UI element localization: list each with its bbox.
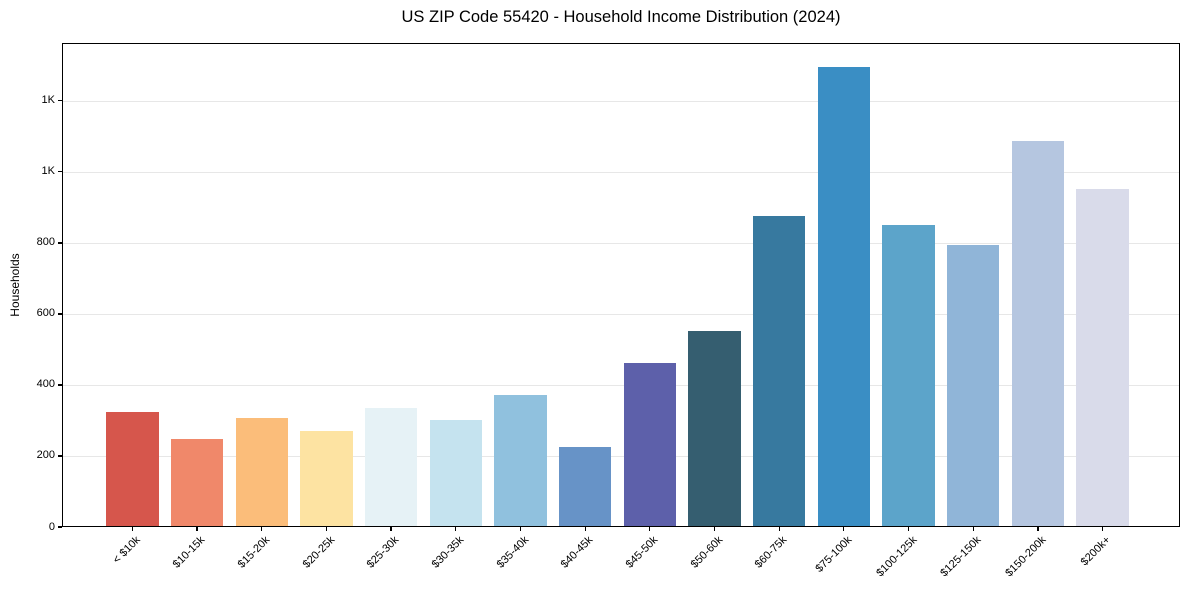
y-tick-label: 800	[36, 236, 55, 249]
y-tick-label: 0	[48, 520, 55, 533]
x-tick-label: < $10k	[110, 534, 143, 567]
x-tick-mark	[519, 527, 522, 531]
x-tick-label: $50-60k	[688, 534, 726, 571]
x-tick-label: $35-40k	[494, 534, 531, 571]
x-tick-label: $200k+	[1078, 534, 1114, 569]
x-tick-mark	[455, 527, 457, 531]
x-tick-label: $40-45k	[559, 534, 596, 571]
chart-title: US ZIP Code 55420 - Household Income Dis…	[401, 8, 841, 26]
bar-slot	[618, 43, 683, 527]
x-tick-mark	[649, 527, 651, 531]
x-tick-label: $10-15k	[170, 534, 208, 571]
bar	[494, 394, 547, 527]
bar-slot	[747, 43, 812, 527]
bar	[106, 411, 159, 527]
bar	[235, 418, 288, 527]
bar	[364, 408, 418, 527]
x-tick-label: $60-75k	[753, 534, 790, 571]
x-tick-mark	[131, 527, 133, 531]
y-tick-mark	[58, 455, 62, 457]
y-tick-mark	[58, 384, 62, 386]
bar	[1011, 141, 1065, 527]
x-tick-label: $30-35k	[429, 534, 467, 571]
bar	[429, 420, 482, 527]
y-tick-label: 1K	[41, 94, 55, 107]
bar-slot	[294, 43, 359, 527]
x-tick-label: $25-30k	[364, 534, 402, 571]
x-tick-mark	[584, 527, 586, 531]
x-tick-label: $45-50k	[623, 534, 661, 571]
x-tick-label: $125-150k	[938, 534, 984, 580]
x-tick-mark	[778, 527, 780, 531]
bar	[1076, 188, 1129, 527]
x-tick-mark	[1102, 527, 1104, 531]
bar-slot	[876, 43, 941, 527]
bar-slot	[941, 43, 1006, 527]
x-tick-mark	[972, 527, 974, 531]
y-tick-label: 200	[36, 449, 55, 462]
x-tick-mark	[907, 527, 910, 531]
y-gridline	[62, 313, 1180, 315]
bar-slot	[423, 43, 488, 527]
y-tick-mark	[58, 242, 62, 244]
bar	[947, 245, 1000, 527]
bar	[623, 362, 677, 527]
bar-slot	[682, 43, 747, 527]
bars-container	[100, 43, 1135, 527]
x-tick-label: $150-200k	[1003, 534, 1049, 580]
bar-slot	[165, 43, 230, 527]
y-gridline	[62, 100, 1180, 102]
x-tick-label: $15-20k	[235, 534, 273, 571]
y-tick-mark	[58, 313, 62, 315]
x-tick-label: $75-100k	[813, 534, 855, 575]
x-tick-mark	[843, 527, 845, 531]
x-tick-mark	[390, 527, 392, 531]
bar-slot	[1070, 43, 1135, 527]
x-tick-label: $20-25k	[300, 534, 337, 571]
x-tick-mark	[325, 527, 327, 531]
y-tick-label: 1K	[41, 165, 55, 178]
bar	[558, 447, 612, 527]
bar-slot	[488, 43, 553, 527]
x-tick-mark	[713, 527, 716, 531]
plot-area	[62, 43, 1180, 527]
x-tick-mark	[196, 527, 198, 531]
bar-slot	[359, 43, 424, 527]
bar	[688, 331, 741, 527]
y-gridline	[62, 384, 1180, 386]
y-tick-label: 600	[36, 307, 55, 320]
bar-slot	[100, 43, 165, 527]
x-tick-label: $100-125k	[873, 534, 920, 580]
bar-slot	[229, 43, 294, 527]
bar	[882, 225, 935, 527]
bar	[170, 438, 224, 527]
bar	[753, 215, 806, 527]
y-gridline	[62, 455, 1180, 457]
y-tick-mark	[58, 526, 62, 528]
bar-slot	[812, 43, 877, 527]
y-tick-mark	[58, 171, 62, 173]
y-tick-mark	[58, 100, 62, 102]
y-gridline	[62, 242, 1180, 244]
bar	[817, 66, 871, 527]
x-tick-mark	[1037, 527, 1039, 531]
bar	[300, 431, 353, 527]
x-tick-mark	[261, 527, 263, 531]
y-gridline	[62, 171, 1180, 173]
bar-slot	[1006, 43, 1071, 527]
bar-slot	[553, 43, 618, 527]
y-tick-label: 400	[36, 378, 55, 391]
